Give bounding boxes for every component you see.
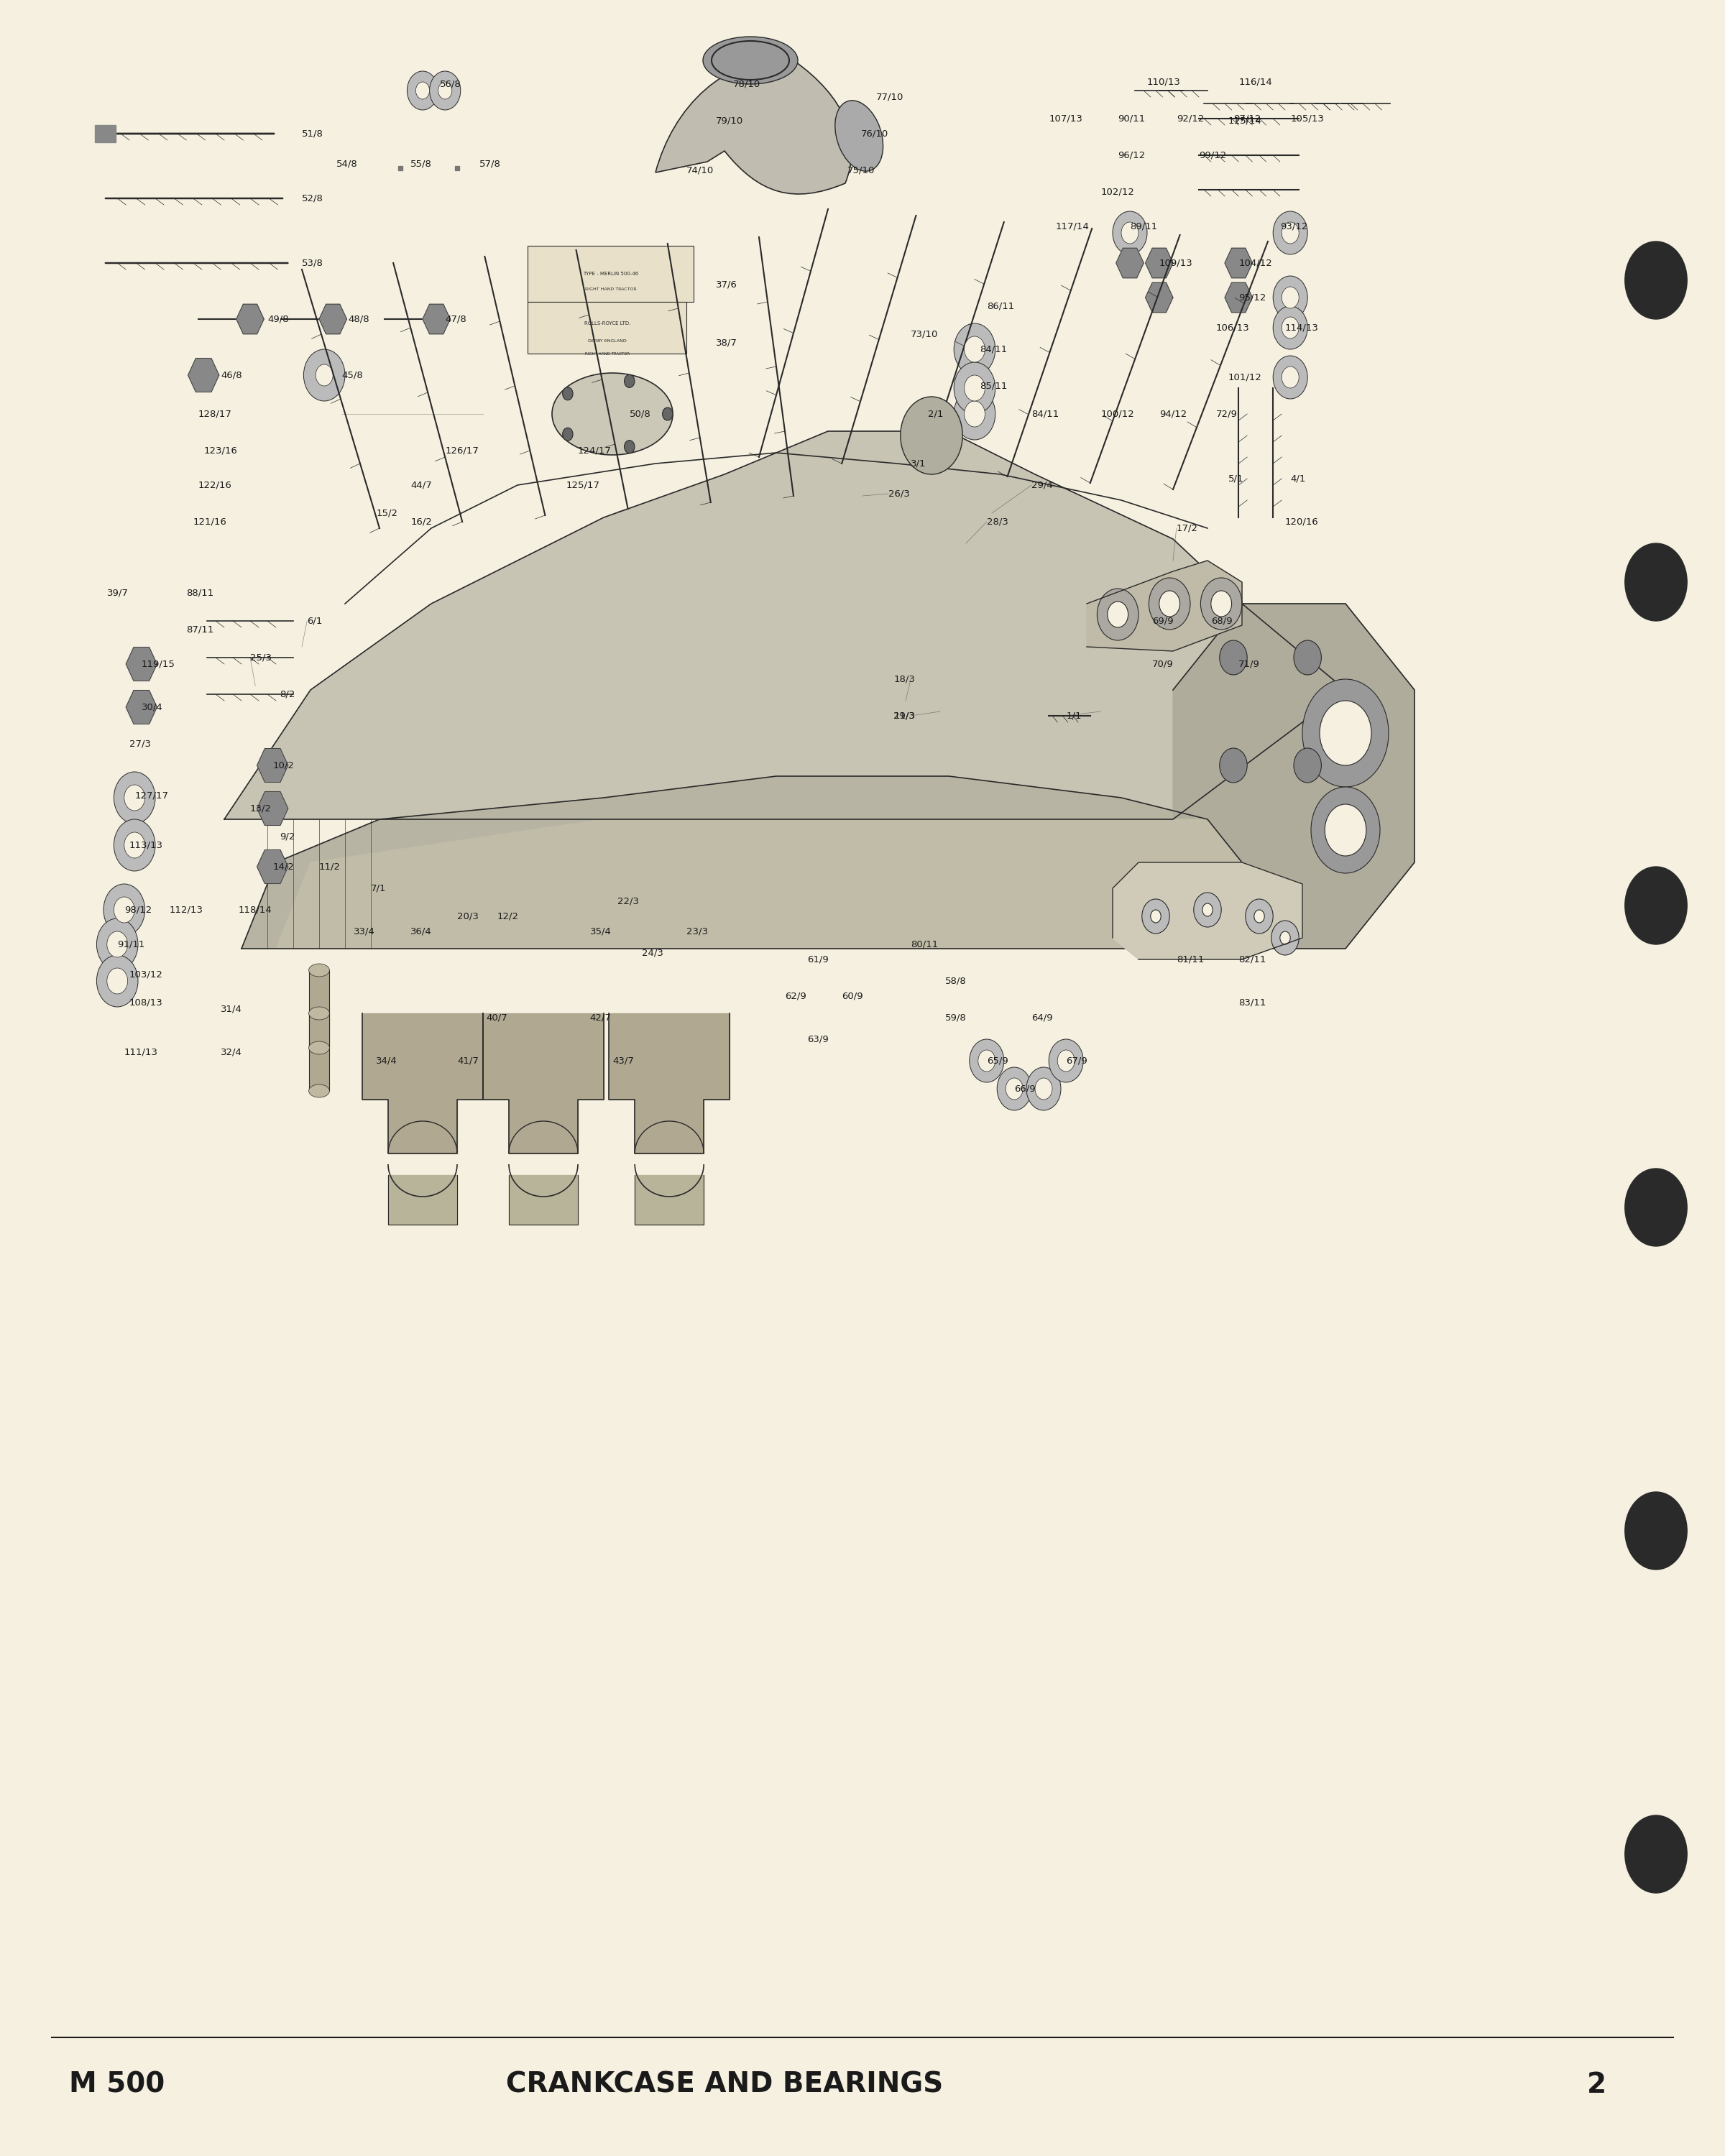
Text: 73/10: 73/10: [911, 330, 938, 338]
Circle shape: [1625, 1492, 1687, 1570]
Text: 128/17: 128/17: [198, 410, 233, 418]
Circle shape: [954, 323, 995, 375]
Text: 8/2: 8/2: [279, 690, 295, 699]
Polygon shape: [1113, 862, 1302, 959]
Circle shape: [1282, 287, 1299, 308]
Text: 81/11: 81/11: [1176, 955, 1204, 964]
Circle shape: [969, 1039, 1004, 1082]
Circle shape: [1302, 679, 1389, 787]
Circle shape: [1121, 222, 1138, 244]
Text: 102/12: 102/12: [1101, 188, 1135, 196]
Text: 113/13: 113/13: [129, 841, 164, 849]
Text: 98/12: 98/12: [124, 906, 152, 914]
Polygon shape: [483, 1013, 604, 1153]
Text: 99/12: 99/12: [1199, 151, 1226, 160]
Circle shape: [954, 362, 995, 414]
Text: 12/2: 12/2: [497, 912, 518, 921]
Text: 68/9: 68/9: [1211, 617, 1232, 625]
Circle shape: [1271, 921, 1299, 955]
Circle shape: [562, 427, 573, 440]
Polygon shape: [423, 304, 450, 334]
Circle shape: [1142, 899, 1170, 934]
Circle shape: [997, 1067, 1032, 1110]
Text: 66/9: 66/9: [1014, 1084, 1035, 1093]
Text: RIGHT HAND TRACTOR: RIGHT HAND TRACTOR: [585, 287, 637, 291]
Text: 43/7: 43/7: [612, 1056, 633, 1065]
Text: 116/14: 116/14: [1239, 78, 1271, 86]
Text: 93/12: 93/12: [1280, 222, 1308, 231]
Text: 84/11: 84/11: [1032, 410, 1059, 418]
Circle shape: [964, 401, 985, 427]
Text: M 500: M 500: [69, 2072, 166, 2098]
Text: 35/4: 35/4: [590, 927, 611, 936]
Circle shape: [107, 931, 128, 957]
Text: 61/9: 61/9: [807, 955, 828, 964]
Text: 119/15: 119/15: [141, 660, 176, 668]
Circle shape: [978, 1050, 995, 1072]
Circle shape: [407, 71, 438, 110]
Circle shape: [1294, 640, 1321, 675]
Circle shape: [97, 955, 138, 1007]
Ellipse shape: [704, 37, 797, 84]
Text: 69/9: 69/9: [1152, 617, 1173, 625]
Text: 31/4: 31/4: [221, 1005, 242, 1013]
Text: 46/8: 46/8: [221, 371, 242, 379]
Text: 104/12: 104/12: [1239, 259, 1271, 267]
Text: 9/2: 9/2: [279, 832, 295, 841]
Text: 89/11: 89/11: [1130, 222, 1157, 231]
Circle shape: [1097, 589, 1139, 640]
Polygon shape: [276, 819, 1242, 949]
Text: 33/4: 33/4: [354, 927, 374, 936]
Text: 114/13: 114/13: [1285, 323, 1320, 332]
Circle shape: [124, 832, 145, 858]
Text: 120/16: 120/16: [1285, 517, 1318, 526]
Circle shape: [114, 897, 135, 923]
Text: 6/1: 6/1: [307, 617, 323, 625]
Text: RIGHT HAND TRACTOR: RIGHT HAND TRACTOR: [585, 351, 630, 356]
Polygon shape: [224, 431, 1346, 819]
Text: 44/7: 44/7: [411, 481, 431, 489]
Circle shape: [114, 772, 155, 824]
Text: 67/9: 67/9: [1066, 1056, 1087, 1065]
Circle shape: [1282, 222, 1299, 244]
Text: 36/4: 36/4: [411, 927, 431, 936]
Text: 54/8: 54/8: [336, 160, 357, 168]
Text: 25/3: 25/3: [250, 653, 273, 662]
Text: 40/7: 40/7: [486, 1013, 507, 1022]
Circle shape: [624, 440, 635, 453]
Circle shape: [1057, 1050, 1075, 1072]
Text: 59/8: 59/8: [945, 1013, 966, 1022]
Text: 17/2: 17/2: [1176, 524, 1199, 533]
Text: 88/11: 88/11: [186, 589, 214, 597]
Circle shape: [97, 918, 138, 970]
Circle shape: [1625, 241, 1687, 319]
Text: 30/4: 30/4: [141, 703, 162, 711]
Text: 126/17: 126/17: [445, 446, 480, 455]
Polygon shape: [319, 304, 347, 334]
Ellipse shape: [552, 373, 673, 455]
Circle shape: [304, 349, 345, 401]
Polygon shape: [257, 748, 288, 783]
Text: 108/13: 108/13: [129, 998, 162, 1007]
Circle shape: [1159, 591, 1180, 617]
Text: 52/8: 52/8: [302, 194, 323, 203]
Text: 51/8: 51/8: [302, 129, 323, 138]
Text: 41/7: 41/7: [457, 1056, 478, 1065]
Circle shape: [662, 407, 673, 420]
Text: 50/8: 50/8: [630, 410, 650, 418]
Text: 20/3: 20/3: [457, 912, 478, 921]
Text: 42/7: 42/7: [590, 1013, 611, 1022]
Circle shape: [1006, 1078, 1023, 1100]
Text: 28/3: 28/3: [987, 517, 1007, 526]
Text: 23/3: 23/3: [687, 927, 709, 936]
Text: 27/3: 27/3: [129, 740, 152, 748]
Text: 121/16: 121/16: [193, 517, 228, 526]
Bar: [309, 970, 329, 1048]
Text: 10/2: 10/2: [273, 761, 293, 770]
Circle shape: [1149, 578, 1190, 630]
Circle shape: [1026, 1067, 1061, 1110]
Circle shape: [316, 364, 333, 386]
Circle shape: [914, 414, 949, 457]
Text: 111/13: 111/13: [124, 1048, 159, 1056]
